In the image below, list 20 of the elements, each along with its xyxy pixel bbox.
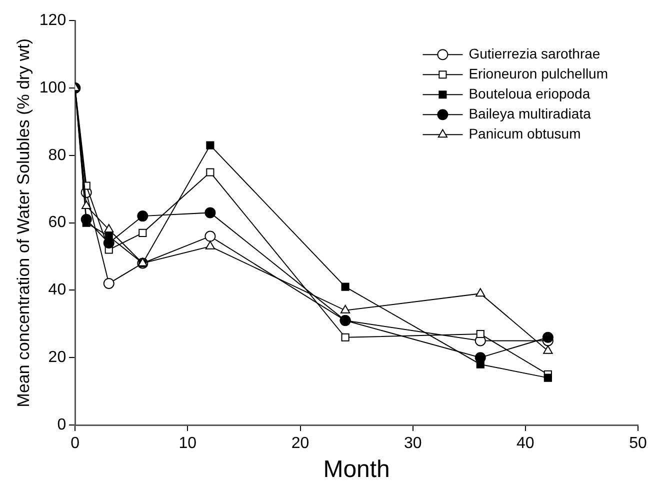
legend-label: Panicum obtusum (468, 125, 581, 142)
y-tick-label: 60 (48, 214, 66, 232)
legend-label: Bouteloua eriopoda (468, 85, 590, 102)
x-tick-label: 20 (291, 435, 310, 452)
x-axis-title: Month (323, 456, 390, 484)
y-tick-label: 0 (57, 416, 66, 434)
legend-label: Gutierrezia sarothrae (468, 45, 600, 62)
x-tick-label: 50 (629, 435, 647, 452)
y-tick-label: 20 (48, 349, 66, 366)
legend-label: Baileya multiradiata (468, 105, 592, 122)
y-tick-label: 120 (39, 12, 66, 30)
y-tick-label: 40 (48, 282, 66, 299)
legend-label: Erioneuron pulchellum (468, 65, 608, 82)
x-tick-label: 10 (178, 435, 197, 452)
x-tick-label: 30 (404, 435, 422, 452)
x-tick-label: 40 (516, 435, 534, 452)
y-axis-title: Mean concentration of Water Solubles (% dry wt) (14, 38, 33, 408)
x-tick-label: 0 (70, 435, 80, 452)
y-tick-label: 80 (48, 146, 66, 164)
y-tick-label: 100 (39, 79, 66, 96)
